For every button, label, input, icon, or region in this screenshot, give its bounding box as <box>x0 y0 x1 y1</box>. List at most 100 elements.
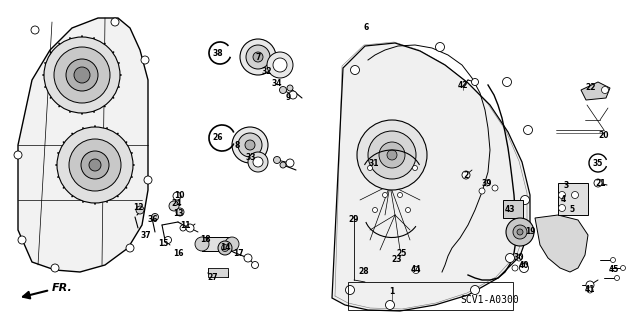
Text: 29: 29 <box>349 216 359 225</box>
Text: 22: 22 <box>586 84 596 93</box>
Text: 38: 38 <box>212 48 223 57</box>
Circle shape <box>520 196 529 204</box>
Text: 11: 11 <box>180 221 190 231</box>
Polygon shape <box>535 215 588 272</box>
Text: 28: 28 <box>358 268 369 277</box>
Circle shape <box>587 287 593 293</box>
Circle shape <box>572 191 579 198</box>
Circle shape <box>512 265 518 271</box>
Circle shape <box>152 213 159 220</box>
Circle shape <box>273 157 280 164</box>
Circle shape <box>31 26 39 34</box>
Circle shape <box>246 45 270 69</box>
Circle shape <box>435 42 445 51</box>
Circle shape <box>218 241 232 255</box>
Text: FR.: FR. <box>52 283 73 293</box>
Circle shape <box>614 276 620 280</box>
Text: 8: 8 <box>234 140 240 150</box>
Circle shape <box>252 262 259 269</box>
Circle shape <box>413 266 419 273</box>
Text: 24: 24 <box>172 199 182 209</box>
Circle shape <box>611 257 616 263</box>
Circle shape <box>520 263 529 272</box>
Text: 33: 33 <box>246 152 256 161</box>
Circle shape <box>368 131 416 179</box>
Text: 23: 23 <box>392 256 403 264</box>
Bar <box>202 237 232 251</box>
Circle shape <box>479 188 485 194</box>
Circle shape <box>176 208 184 216</box>
Circle shape <box>559 191 566 198</box>
Text: 17: 17 <box>233 249 243 258</box>
Circle shape <box>14 151 22 159</box>
Circle shape <box>238 133 262 157</box>
Circle shape <box>69 139 121 191</box>
Circle shape <box>245 140 255 150</box>
Text: 10: 10 <box>173 190 184 199</box>
Text: 20: 20 <box>599 130 609 139</box>
Text: 18: 18 <box>200 235 211 244</box>
Text: 3: 3 <box>563 181 568 189</box>
Circle shape <box>18 236 26 244</box>
Circle shape <box>136 206 144 214</box>
Circle shape <box>586 281 594 289</box>
Circle shape <box>286 159 294 167</box>
Circle shape <box>89 159 101 171</box>
Text: 36: 36 <box>148 216 158 225</box>
Text: 26: 26 <box>212 133 223 143</box>
Circle shape <box>164 236 172 243</box>
Text: 4: 4 <box>561 196 566 204</box>
Text: 30: 30 <box>514 254 524 263</box>
Polygon shape <box>581 82 610 100</box>
Bar <box>503 200 523 218</box>
Circle shape <box>141 56 149 64</box>
Bar <box>558 183 588 215</box>
Circle shape <box>502 78 511 86</box>
Circle shape <box>413 166 417 170</box>
Text: 6: 6 <box>364 24 369 33</box>
Bar <box>510 225 530 240</box>
Circle shape <box>225 237 239 251</box>
Text: 15: 15 <box>158 239 168 248</box>
Circle shape <box>180 225 186 231</box>
Circle shape <box>351 65 360 75</box>
Text: 35: 35 <box>593 159 603 167</box>
Text: 43: 43 <box>505 205 515 214</box>
Circle shape <box>232 127 268 163</box>
Text: 44: 44 <box>411 265 421 275</box>
Polygon shape <box>332 43 530 311</box>
Circle shape <box>253 157 263 167</box>
Text: 32: 32 <box>262 68 272 77</box>
Circle shape <box>367 166 372 170</box>
Circle shape <box>169 201 179 211</box>
Circle shape <box>470 286 479 294</box>
Circle shape <box>621 265 625 271</box>
Circle shape <box>372 207 378 212</box>
Circle shape <box>513 225 527 239</box>
Circle shape <box>74 67 90 83</box>
Circle shape <box>289 91 297 99</box>
Circle shape <box>126 244 134 252</box>
Circle shape <box>524 125 532 135</box>
Text: 31: 31 <box>369 159 380 167</box>
Text: SCV1-A0300: SCV1-A0300 <box>461 295 520 305</box>
Circle shape <box>144 176 152 184</box>
Text: 27: 27 <box>208 272 218 281</box>
Circle shape <box>516 255 522 261</box>
Circle shape <box>240 39 276 75</box>
Text: 41: 41 <box>585 286 595 294</box>
Circle shape <box>594 179 602 187</box>
Text: 9: 9 <box>285 93 291 101</box>
Text: 2: 2 <box>463 170 468 180</box>
Circle shape <box>111 18 119 26</box>
Circle shape <box>385 300 394 309</box>
Circle shape <box>173 192 181 200</box>
Circle shape <box>383 192 387 197</box>
Text: 25: 25 <box>397 249 407 257</box>
Text: 13: 13 <box>173 210 183 219</box>
Text: 45: 45 <box>609 265 619 275</box>
Circle shape <box>280 162 286 168</box>
Text: 5: 5 <box>570 205 575 214</box>
Text: 16: 16 <box>173 249 183 257</box>
Text: 12: 12 <box>132 204 143 212</box>
